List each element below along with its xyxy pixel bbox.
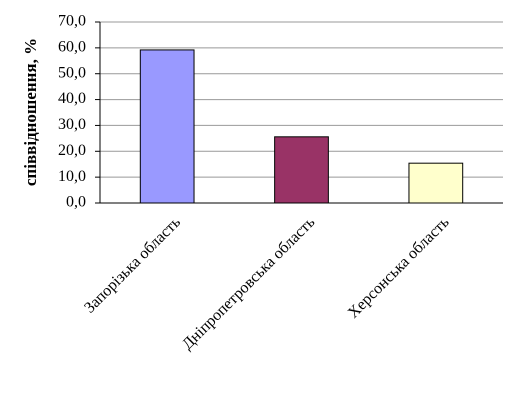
y-tick-label: 40,0 xyxy=(58,90,86,107)
y-tick-label: 70,0 xyxy=(58,13,86,30)
x-tick-label: Запорізька область xyxy=(81,214,184,317)
y-tick-label: 60,0 xyxy=(58,39,86,56)
bar xyxy=(139,49,195,204)
x-tick-label: Дніпропетровська область xyxy=(179,214,318,353)
bar xyxy=(274,136,329,204)
y-tick-label: 20,0 xyxy=(58,142,86,159)
y-tick-label: 30,0 xyxy=(58,116,86,133)
y-axis-title: співвідношення, % xyxy=(21,38,40,186)
y-tick-label: 10,0 xyxy=(58,168,86,185)
y-tick-label: 50,0 xyxy=(58,64,86,81)
x-tick-label: Херсонська область xyxy=(345,214,453,322)
bar xyxy=(408,162,464,204)
y-tick-label: 0,0 xyxy=(66,194,86,211)
